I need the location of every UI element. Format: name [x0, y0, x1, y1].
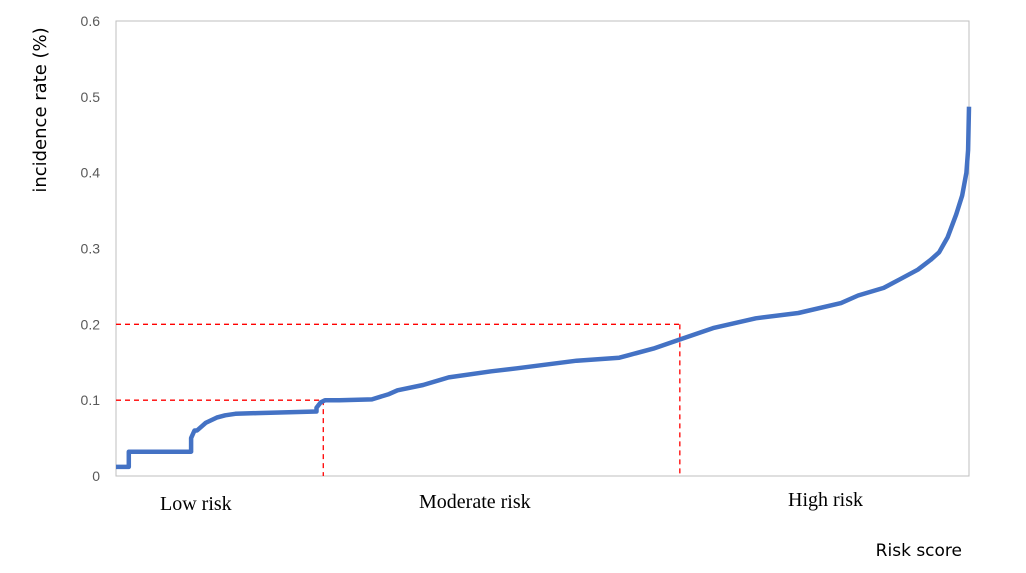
plot-area-frame: [115, 20, 970, 477]
y-axis-ticks: 0 0.1 0.2 0.3 0.4 0.5 0.6: [81, 13, 101, 484]
incidence-rate-series-line: [116, 106, 972, 470]
y-tick-label: 0.3: [81, 241, 101, 257]
y-axis-label: incidence rate (%): [30, 27, 51, 192]
region-label-high-risk: High risk: [788, 489, 863, 511]
threshold-lines: [116, 323, 681, 476]
y-tick-label: 0.6: [81, 13, 101, 29]
region-label-moderate-risk: Moderate risk: [419, 491, 531, 513]
y-tick-label: 0: [92, 468, 100, 484]
x-axis-label: Risk score: [876, 541, 962, 561]
series-line-group: [116, 106, 972, 470]
y-tick-label: 0.1: [81, 392, 101, 408]
region-label-low-risk: Low risk: [160, 493, 232, 515]
y-tick-label: 0.4: [81, 165, 101, 181]
y-tick-label: 0.5: [81, 89, 101, 105]
y-tick-label: 0.2: [81, 316, 101, 332]
